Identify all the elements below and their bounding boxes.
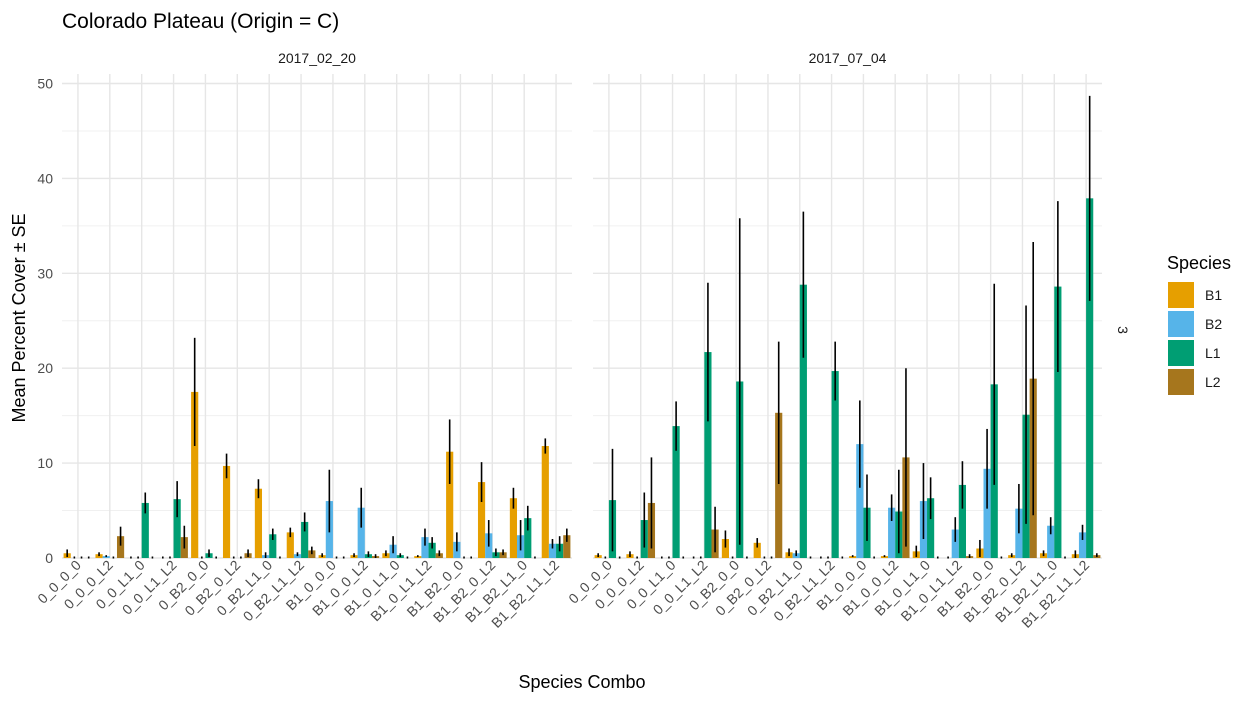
bar — [173, 499, 181, 558]
bar — [888, 507, 896, 558]
bar — [421, 537, 429, 558]
y-tick-label: 10 — [37, 455, 53, 471]
bar — [254, 488, 263, 558]
facet-panel: 2017_07_040_0_0_00_0_0_L20_0_L1_00_0_L1_… — [565, 50, 1102, 631]
bar — [548, 543, 557, 558]
bar — [541, 446, 549, 558]
legend-swatch — [1168, 311, 1194, 337]
bar — [1054, 286, 1062, 558]
bar — [831, 371, 839, 558]
bar — [141, 502, 149, 558]
legend-label: L2 — [1205, 374, 1221, 390]
bar — [880, 556, 889, 558]
legend-swatch — [1168, 369, 1194, 395]
bar — [1047, 525, 1055, 558]
bar — [301, 521, 309, 558]
bar — [958, 484, 967, 558]
bar — [1078, 532, 1087, 558]
legend-label: B2 — [1205, 316, 1222, 332]
bar — [775, 412, 783, 558]
y-axis-title: Mean Percent Cover ± SE — [9, 214, 29, 423]
bar — [799, 284, 807, 558]
y-tick-label: 0 — [45, 550, 53, 566]
bar — [753, 542, 761, 558]
bar — [983, 468, 991, 558]
x-axis-title: Species Combo — [518, 672, 645, 692]
bar — [269, 534, 277, 558]
bar — [849, 556, 857, 558]
bar — [191, 391, 199, 558]
facet-strip-label: 2017_02_20 — [278, 50, 356, 66]
legend-label: B1 — [1205, 287, 1222, 303]
bar — [1086, 198, 1094, 558]
bar — [414, 556, 422, 558]
bar — [704, 352, 712, 558]
bar — [951, 529, 959, 558]
bar — [446, 451, 454, 558]
legend-title: Species — [1167, 253, 1231, 273]
legend-label: L1 — [1205, 345, 1221, 361]
bar — [222, 465, 231, 558]
bar — [563, 535, 571, 558]
bar — [856, 444, 864, 558]
bar — [672, 426, 680, 558]
y-tick-label: 20 — [37, 360, 53, 376]
y-tick-label: 40 — [37, 170, 53, 186]
bar — [477, 482, 486, 558]
y-tick-label: 30 — [37, 265, 53, 281]
bar — [927, 498, 935, 558]
legend: Species B1 B2 L1 L2 — [1167, 253, 1231, 395]
bar — [286, 532, 294, 558]
panels-layer: 2017_02_200_0_0_00_0_0_L20_0_L1_00_0_L1_… — [34, 50, 1102, 631]
bar — [428, 542, 436, 558]
bar — [721, 539, 729, 558]
legend-swatch — [1168, 282, 1194, 308]
facet-panel: 2017_02_200_0_0_00_0_0_L20_0_L1_00_0_L1_… — [34, 50, 572, 631]
facet-row-label: 3 — [1115, 326, 1131, 334]
bar — [524, 518, 532, 558]
bar — [116, 536, 125, 558]
y-tick-label: 50 — [37, 75, 53, 91]
bar — [509, 498, 518, 558]
bar — [102, 556, 110, 558]
facet-strip-label: 2017_07_04 — [809, 50, 887, 66]
bar — [357, 507, 365, 558]
chart-title: Colorado Plateau (Origin = C) — [62, 10, 339, 33]
legend-swatch — [1168, 340, 1194, 366]
